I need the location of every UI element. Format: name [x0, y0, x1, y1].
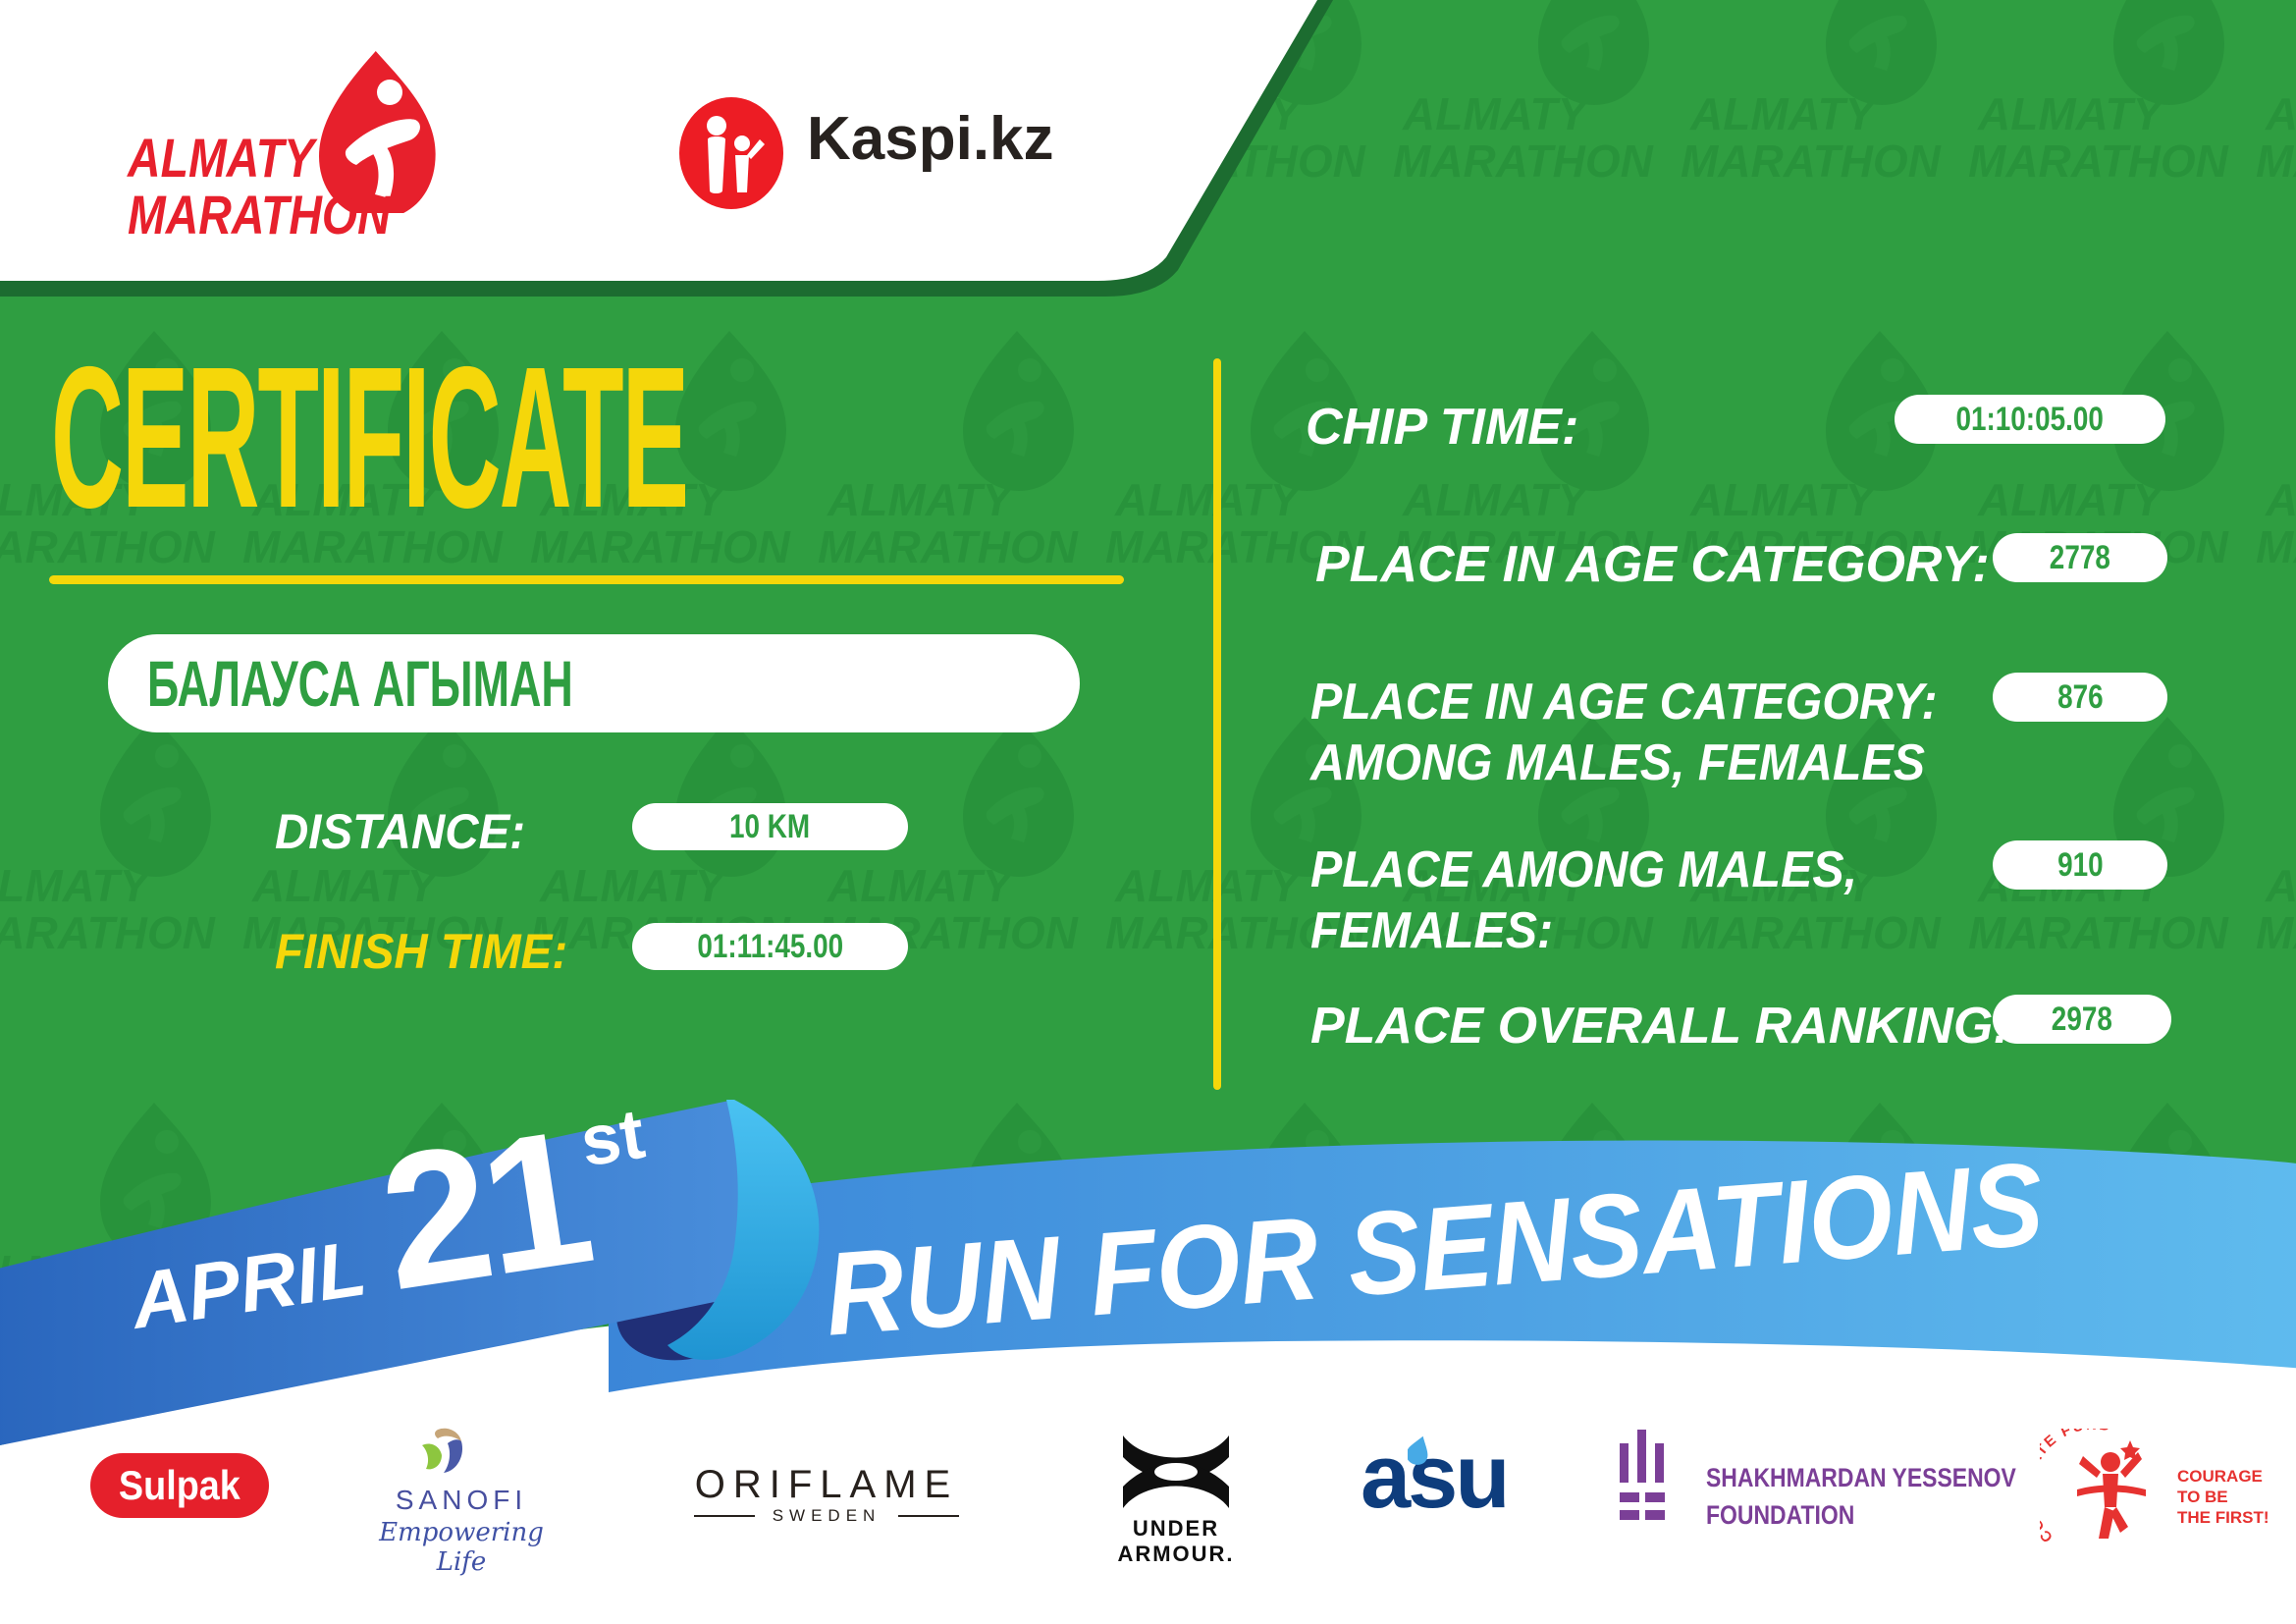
oriflame-rule-left — [694, 1515, 755, 1517]
ribbon-date-month: APRIL — [125, 1223, 372, 1345]
gender-place-pill: 910 — [1993, 840, 2167, 890]
yessenov-text-line2: FOUNDATION — [1706, 1500, 1855, 1530]
oriflame-logo-text: ORIFLAME — [694, 1463, 959, 1506]
asu-logo-text: asu — [1361, 1427, 1511, 1527]
overall-ranking-pill: 2978 — [1993, 995, 2171, 1044]
ribbon-date-suffix: st — [575, 1094, 650, 1182]
oriflame-rule-right — [898, 1515, 959, 1517]
under-armour-icon — [1123, 1435, 1229, 1508]
courage-runner-icon: CORPORATE FUND — [2040, 1429, 2146, 1545]
sanofi-bird-icon — [422, 1428, 463, 1473]
certificate-title: CERTIFICATE — [51, 337, 1323, 538]
overall-ranking-label-text: PLACE OVERALL RANKING: — [1310, 998, 2010, 1055]
almaty-marathon-teardrop-icon — [319, 51, 436, 213]
asu-logo: asu — [1361, 1426, 1518, 1543]
sulpak-logo: Sulpak — [90, 1453, 269, 1518]
courage-fund-logo: CORPORATE FUND COURAGE TO BE THE FIRST! — [2040, 1429, 2285, 1556]
oriflame-sub-text: SWEDEN — [772, 1506, 881, 1525]
age-category-pill: 2778 — [1993, 533, 2167, 582]
overall-ranking-label: PLACE OVERALL RANKING: — [1310, 996, 2010, 1056]
yessenov-text-line1: SHAKHMARDAN YESSENOV — [1706, 1463, 2016, 1492]
age-category-gender-label-line1: PLACE IN AGE CATEGORY: — [1310, 674, 1938, 731]
asu-droplet-icon — [1408, 1435, 1428, 1465]
gender-place-label-line2: FEMALES: — [1310, 902, 1554, 959]
kaspi-logo-text: Kaspi.kz — [807, 105, 1054, 173]
chip-time-label: CHIP TIME: — [1306, 397, 1578, 458]
column-divider — [1213, 358, 1221, 1090]
yessenov-bars-icon — [1620, 1430, 1665, 1520]
gender-place-value: 910 — [2056, 845, 2104, 884]
distance-value-pill: 10 KM — [632, 803, 908, 850]
distance-label: DISTANCE: — [275, 803, 539, 860]
almaty-logo-line1: ALMATY — [128, 127, 315, 189]
finish-time-label-text: FINISH TIME: — [275, 924, 568, 979]
kaspi-icon — [679, 97, 783, 209]
age-category-gender-label: PLACE IN AGE CATEGORY: AMONG MALES, FEMA… — [1310, 672, 1985, 793]
chip-time-label-text: CHIP TIME: — [1306, 399, 1579, 456]
almaty-logo-line2: MARATHON — [128, 184, 391, 245]
under-armour-text: UNDER ARMOUR. — [1117, 1516, 1235, 1566]
chip-time-pill: 01:10:05.00 — [1895, 395, 2165, 444]
distance-label-text: DISTANCE: — [275, 804, 526, 859]
sanofi-logo: SANOFI Empowering Life — [373, 1424, 550, 1577]
finish-time-value: 01:11:45.00 — [697, 927, 843, 965]
age-category-gender-label-line2: AMONG MALES, FEMALES — [1310, 734, 1925, 791]
certificate-title-text: CERTIFICATE — [51, 325, 689, 550]
almaty-marathon-logo: ALMATY MARATHON — [128, 49, 481, 255]
participant-name: БАЛАУСА АГЫМАН — [147, 647, 573, 720]
kaspi-logo: Kaspi.kz — [677, 96, 1090, 214]
header-panel — [0, 0, 1333, 297]
overall-ranking-value: 2978 — [2051, 1000, 2113, 1038]
age-category-label: PLACE IN AGE CATEGORY: — [1315, 534, 1990, 595]
finish-time-value-pill: 01:11:45.00 — [632, 923, 908, 970]
ribbon-date-day: 21 — [368, 1089, 600, 1331]
gender-place-label-line1: PLACE AMONG MALES, — [1310, 841, 1858, 898]
gender-place-label: PLACE AMONG MALES, FEMALES: — [1310, 839, 1898, 961]
courage-text-line3: THE FIRST! — [2177, 1508, 2269, 1527]
courage-text-line1: COURAGE — [2177, 1467, 2263, 1486]
sanofi-tagline: Empowering Life — [379, 1518, 544, 1577]
distance-value: 10 KM — [729, 807, 811, 845]
under-armour-logo: UNDER ARMOUR. — [1078, 1435, 1274, 1566]
participant-name-box: БАЛАУСА АГЫМАН — [108, 634, 1080, 732]
chip-time-value: 01:10:05.00 — [1955, 400, 2105, 438]
age-category-gender-pill: 876 — [1993, 673, 2167, 722]
age-category-gender-value: 876 — [2056, 677, 2104, 716]
finish-time-label: FINISH TIME: — [275, 923, 583, 980]
sulpak-logo-text: Sulpak — [119, 1462, 240, 1508]
courage-text-line2: TO BE — [2177, 1488, 2228, 1506]
age-category-value: 2778 — [2049, 538, 2111, 576]
oriflame-logo: ORIFLAME SWEDEN — [694, 1463, 959, 1532]
title-divider — [49, 575, 1124, 584]
sanofi-logo-text: SANOFI — [395, 1485, 528, 1515]
age-category-label-text: PLACE IN AGE CATEGORY: — [1315, 536, 1990, 593]
yessenov-foundation-logo: SHAKHMARDAN YESSENOV FOUNDATION — [1620, 1430, 2016, 1538]
